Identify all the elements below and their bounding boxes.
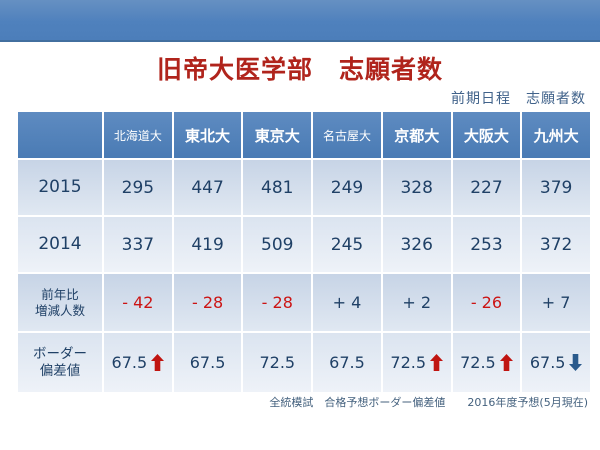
cell-value: 447 — [191, 177, 224, 198]
cell-2015-hokkaido: 295 — [104, 160, 172, 215]
cell-yoy-change-tohoku: - 28 — [173, 274, 242, 331]
trend-up-arrow — [430, 354, 444, 371]
cell-border-deviation-kyoto: 72.5 — [382, 333, 451, 392]
cell-value: 295 — [121, 177, 155, 198]
cell-yoy-change-kyoto: + 2 — [382, 274, 451, 331]
top-band — [0, 0, 600, 42]
cell-value: 67.5 — [529, 353, 566, 372]
cell-2014-tohoku: 419 — [173, 217, 242, 272]
cell-border-deviation-tohoku: 67.5 — [173, 333, 242, 392]
cell-2014-kyushu: 372 — [522, 217, 590, 272]
cell-yoy-change-hokkaido: - 42 — [104, 274, 172, 331]
row-label-yoy-change: 前年比 増減人数 — [18, 274, 102, 331]
cell-2014-tokyo: 509 — [243, 217, 312, 272]
cell-value: + 2 — [402, 293, 432, 312]
row-label-2014: 2014 — [18, 217, 102, 272]
cell-2015-kyoto: 328 — [382, 160, 451, 215]
cell-yoy-change-nagoya: + 4 — [313, 274, 381, 331]
cell-value: + 4 — [332, 293, 362, 312]
col-header-hokkaido: 北海道大 — [104, 112, 172, 158]
cell-value: 419 — [191, 234, 224, 255]
cell-value: 245 — [330, 234, 364, 255]
cell-2015-osaka: 227 — [452, 160, 521, 215]
cell-value: 337 — [121, 234, 155, 255]
col-header-kyushu: 九州大 — [522, 112, 590, 158]
cell-value: + 7 — [541, 293, 571, 312]
footnote: 全統模試 合格予想ボーダー偏差値 2016年度予想(5月現在) — [269, 396, 588, 409]
cell-value: 326 — [400, 234, 433, 255]
trend-up-arrow — [151, 354, 165, 371]
applicants-table: 北海道大 東北大 東京大 名古屋大 京都大 大阪大 九州大 2015 295 447 481 249 3… — [18, 112, 590, 392]
cell-value: 72.5 — [390, 353, 427, 372]
cell-value: - 28 — [261, 293, 293, 312]
cell-value: 481 — [261, 177, 294, 198]
cell-value: - 26 — [470, 293, 503, 312]
cell-2015-nagoya: 249 — [313, 160, 381, 215]
cell-value: 253 — [470, 234, 503, 255]
cell-border-deviation-kyushu: 67.5 — [522, 333, 590, 392]
cell-2015-tohoku: 447 — [173, 160, 242, 215]
cell-2014-kyoto: 326 — [382, 217, 451, 272]
cell-value: 67.5 — [189, 353, 226, 372]
col-header-osaka: 大阪大 — [452, 112, 521, 158]
col-header-tohoku: 東北大 — [173, 112, 242, 158]
cell-border-deviation-osaka: 72.5 — [452, 333, 521, 392]
cell-yoy-change-osaka: - 26 — [452, 274, 521, 331]
cell-value: 67.5 — [329, 353, 365, 372]
trend-up-arrow — [499, 354, 513, 371]
subtitle: 前期日程 志願者数 — [451, 91, 586, 107]
cell-value: 249 — [330, 177, 364, 198]
page-title: 旧帝大医学部 志願者数 — [156, 55, 443, 84]
cell-2015-tokyo: 481 — [243, 160, 312, 215]
cell-2014-nagoya: 245 — [313, 217, 381, 272]
cell-border-deviation-hokkaido: 67.5 — [104, 333, 172, 392]
cell-value: 72.5 — [259, 353, 296, 372]
row-label-border-deviation: ボーダー 偏差値 — [18, 333, 102, 392]
cell-2014-hokkaido: 337 — [104, 217, 172, 272]
cell-value: 328 — [400, 177, 433, 198]
cell-value: 372 — [539, 234, 573, 255]
cell-2014-osaka: 253 — [452, 217, 521, 272]
row-label-2015: 2015 — [18, 160, 102, 215]
cell-value: 509 — [261, 234, 294, 255]
trend-down-arrow — [569, 354, 583, 371]
col-header-tokyo: 東京大 — [243, 112, 312, 158]
cell-value: 227 — [470, 177, 503, 198]
cell-border-deviation-nagoya: 67.5 — [313, 333, 381, 392]
cell-border-deviation-tokyo: 72.5 — [243, 333, 312, 392]
col-header-nagoya: 名古屋大 — [313, 112, 381, 158]
cell-value: 72.5 — [460, 353, 496, 372]
cell-value: - 28 — [191, 293, 224, 312]
cell-value: 67.5 — [111, 353, 148, 372]
cell-yoy-change-tokyo: - 28 — [243, 274, 312, 331]
cell-value: - 42 — [122, 293, 154, 312]
col-header-kyoto: 京都大 — [382, 112, 451, 158]
cell-yoy-change-kyushu: + 7 — [522, 274, 590, 331]
cell-2015-kyushu: 379 — [522, 160, 590, 215]
cell-value: 379 — [539, 177, 573, 198]
table-corner-cell — [18, 112, 102, 158]
